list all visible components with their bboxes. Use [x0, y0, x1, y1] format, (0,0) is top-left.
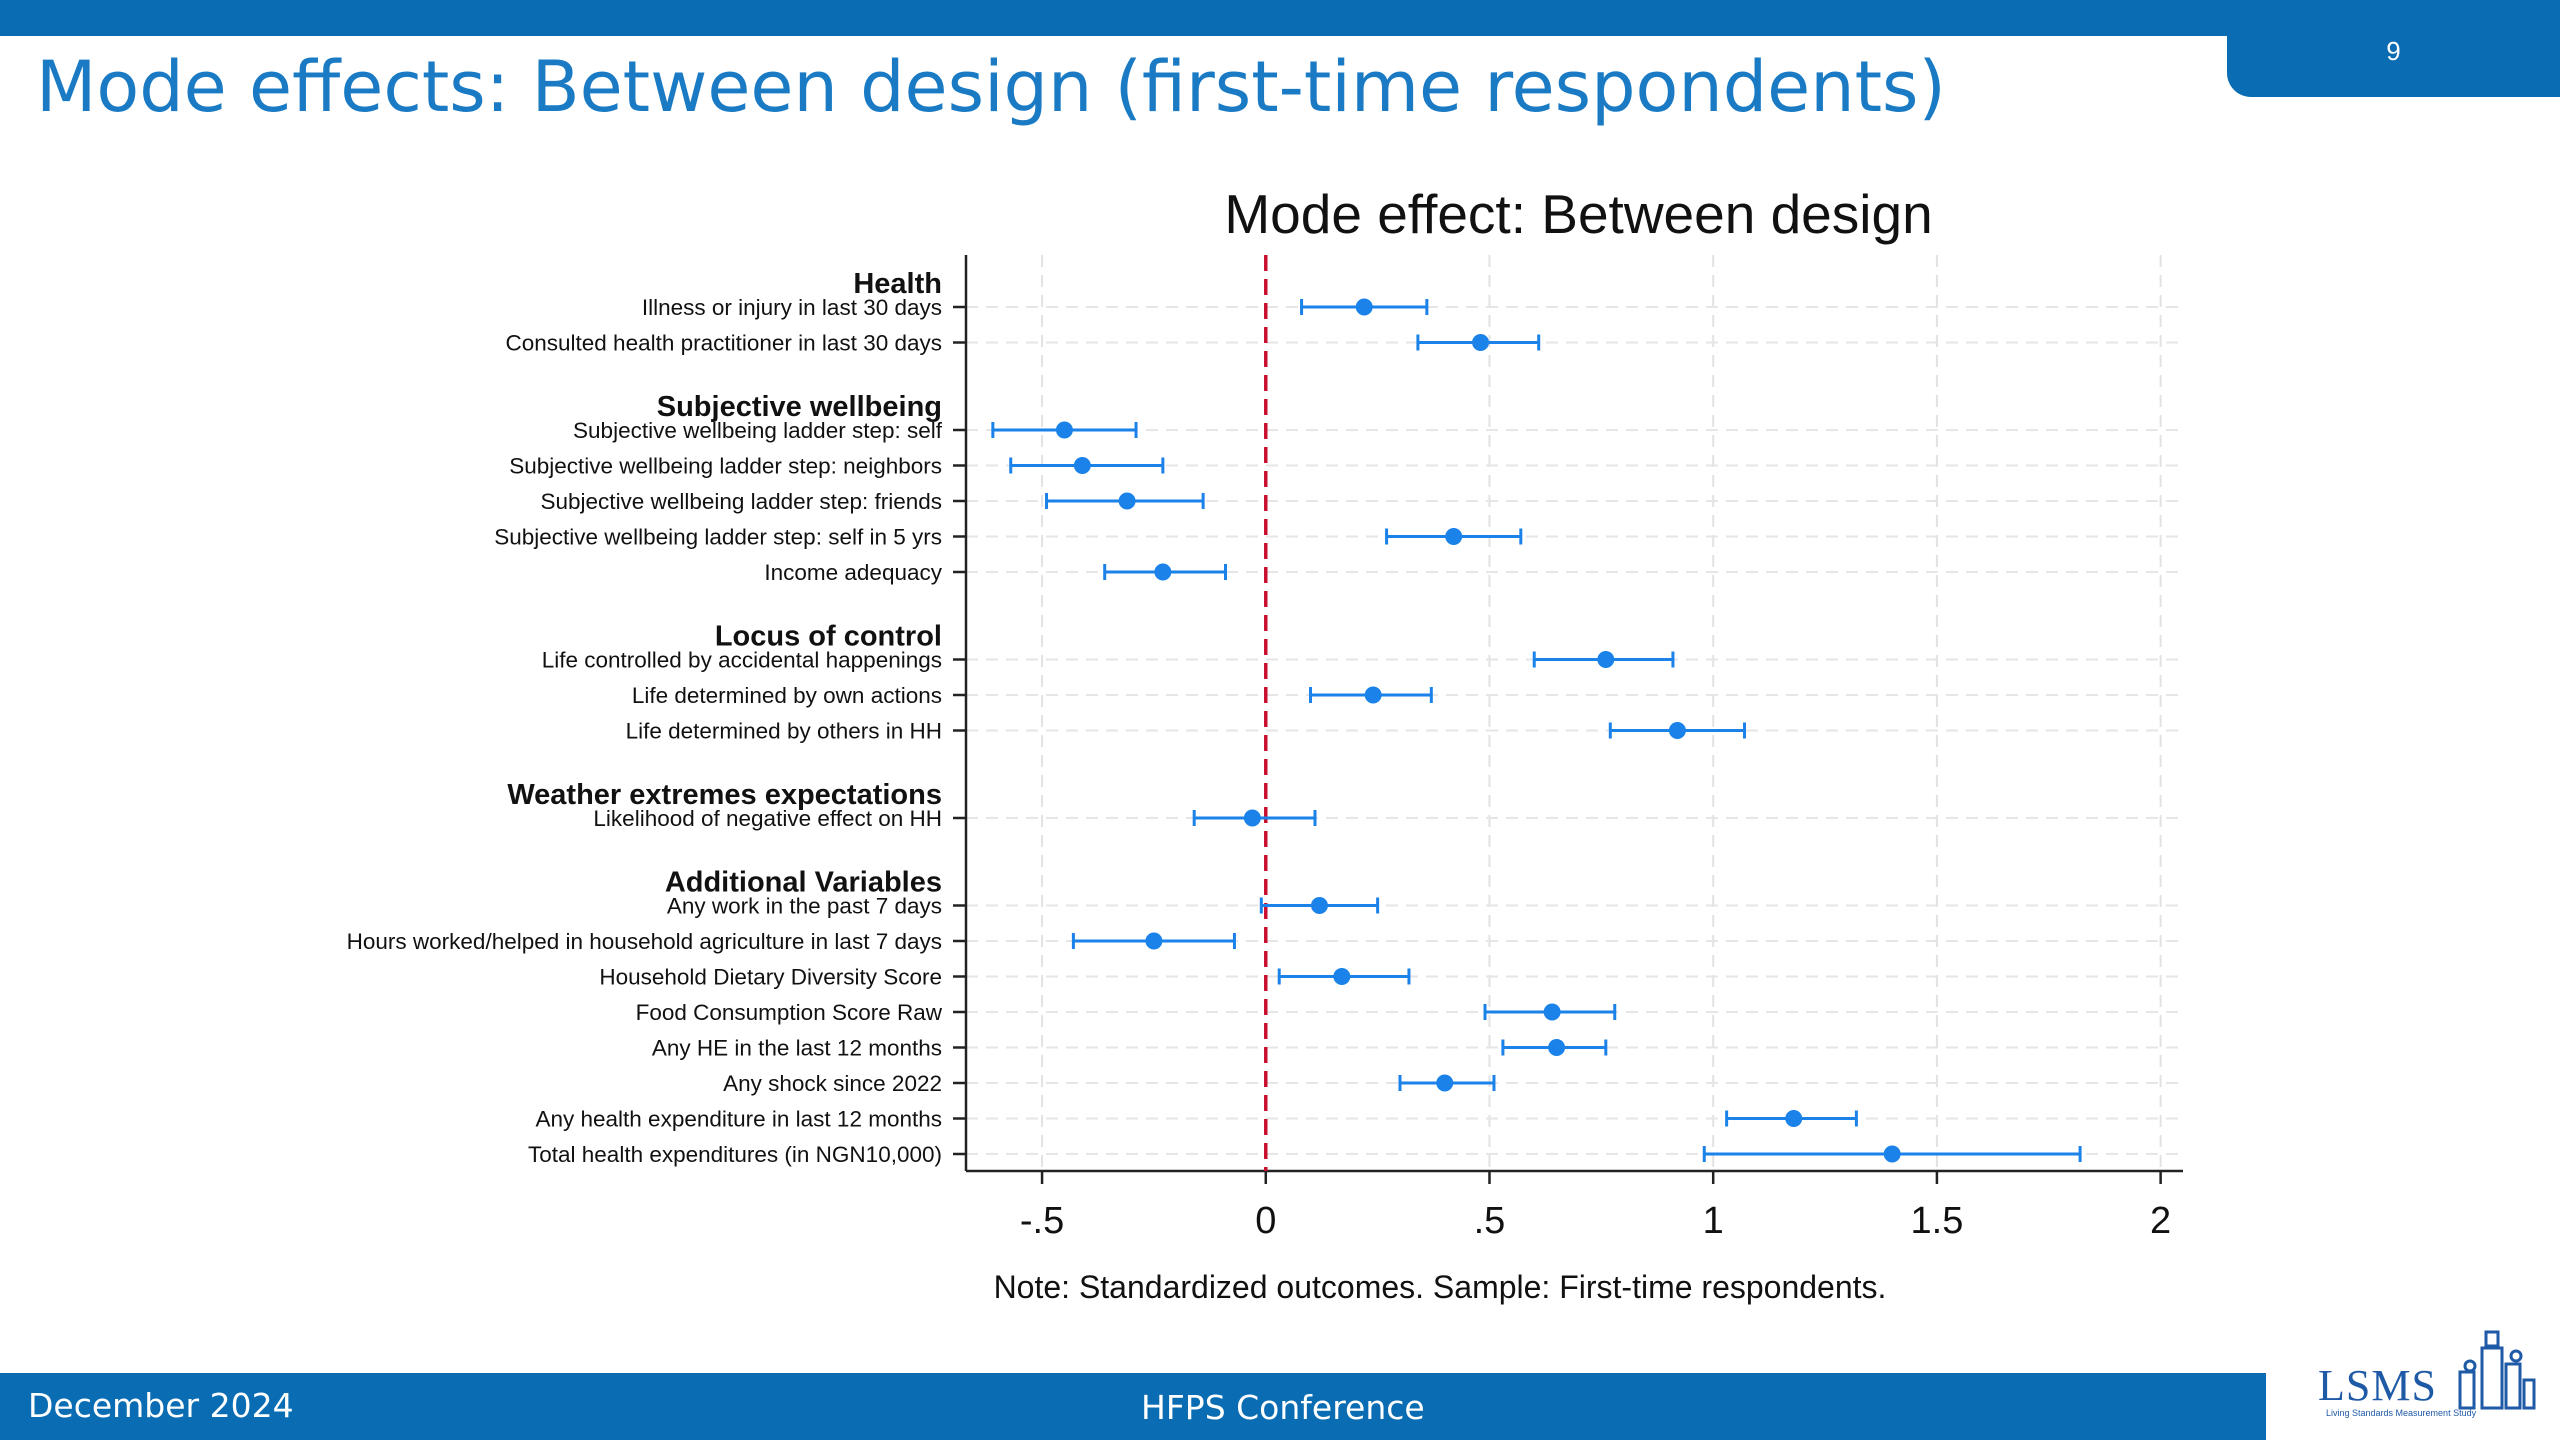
lsms-logo: LSMS Living Standards Measurement Study	[2266, 1328, 2560, 1440]
group-header: Weather extremes expectations	[507, 779, 942, 811]
row-label: Subjective wellbeing ladder step: self i…	[494, 525, 942, 550]
point-estimate	[1668, 722, 1686, 739]
chart-note: Note: Standardized outcomes. Sample: Fir…	[994, 1269, 1887, 1305]
row-label: Total health expenditures (in NGN10,000)	[528, 1142, 942, 1167]
point-estimate	[1785, 1110, 1803, 1127]
page-number: 9	[2386, 36, 2401, 66]
row-label: Household Dietary Diversity Score	[599, 965, 942, 990]
point-estimate	[1597, 651, 1615, 668]
logo-subtext: Living Standards Measurement Study	[2326, 1408, 2477, 1418]
x-tick-label: .5	[1474, 1200, 1506, 1242]
point-estimate	[1445, 528, 1463, 545]
point-estimate	[1118, 492, 1136, 510]
row-label: Any work in the past 7 days	[667, 894, 942, 919]
point-estimate	[1436, 1074, 1454, 1092]
group-header: Subjective wellbeing	[657, 391, 942, 423]
row-label: Subjective wellbeing ladder step: neighb…	[509, 454, 942, 479]
point-estimate	[1310, 897, 1328, 914]
slide-title: Mode effects: Between design (first-time…	[36, 46, 1946, 128]
logo-buildings-icon	[2458, 1330, 2536, 1410]
row-label: Illness or injury in last 30 days	[642, 295, 942, 320]
x-tick-label: 1	[1703, 1200, 1724, 1242]
page-number-tab: 9	[2227, 0, 2560, 97]
row-label: Hours worked/helped in household agricul…	[347, 929, 942, 954]
point-estimate	[1154, 563, 1172, 581]
footer-conference: HFPS Conference	[1141, 1388, 1425, 1427]
row-label: Any shock since 2022	[723, 1071, 942, 1096]
row-label: Likelihood of negative effect on HH	[593, 806, 942, 831]
point-estimate	[1055, 421, 1073, 439]
chart-title: Mode effect: Between design	[1224, 183, 1932, 245]
top-banner	[0, 0, 2560, 36]
row-label: Consulted health practitioner in last 30…	[505, 331, 942, 356]
footer-date: December 2024	[28, 1386, 294, 1425]
point-estimate	[1364, 686, 1382, 704]
row-label: Subjective wellbeing ladder step: self	[573, 418, 943, 443]
point-estimate	[1543, 1003, 1561, 1021]
x-tick-label: -.5	[1020, 1200, 1064, 1242]
x-tick-label: 0	[1255, 1200, 1276, 1242]
row-label: Income adequacy	[764, 560, 942, 585]
row-label: Any health expenditure in last 12 months	[535, 1107, 942, 1132]
point-estimate	[1145, 932, 1163, 950]
x-tick-label: 1.5	[1911, 1200, 1964, 1242]
coefficient-plot: Mode effect: Between design -.5 0 .5 1 1.5 2 He…	[347, 183, 2183, 1305]
row-label: Food Consumption Score Raw	[636, 1000, 943, 1025]
row-label: Life determined by own actions	[632, 683, 942, 708]
row-label: Any HE in the last 12 months	[652, 1036, 942, 1061]
point-estimate	[1472, 334, 1490, 351]
point-estimate	[1073, 457, 1091, 474]
row-label: Life determined by others in HH	[626, 719, 942, 744]
point-estimate	[1333, 968, 1351, 985]
point-estimate	[1548, 1039, 1566, 1056]
chart-area: Mode effect: Between design -.5 0 .5 1 1.5 2 He…	[347, 183, 2183, 1305]
group-header: Health	[853, 268, 942, 300]
point-estimate	[1883, 1145, 1901, 1163]
x-tick-label: 2	[2150, 1200, 2171, 1242]
row-label: Life controlled by accidental happenings	[542, 648, 942, 673]
footer-bar	[0, 1373, 2560, 1440]
row-label: Subjective wellbeing ladder step: friend…	[541, 489, 942, 514]
group-header: Locus of control	[715, 621, 942, 653]
logo-text: LSMS	[2318, 1361, 2437, 1410]
point-estimate	[1243, 809, 1261, 827]
point-estimate	[1355, 298, 1373, 316]
group-header: Additional Variables	[665, 867, 942, 899]
